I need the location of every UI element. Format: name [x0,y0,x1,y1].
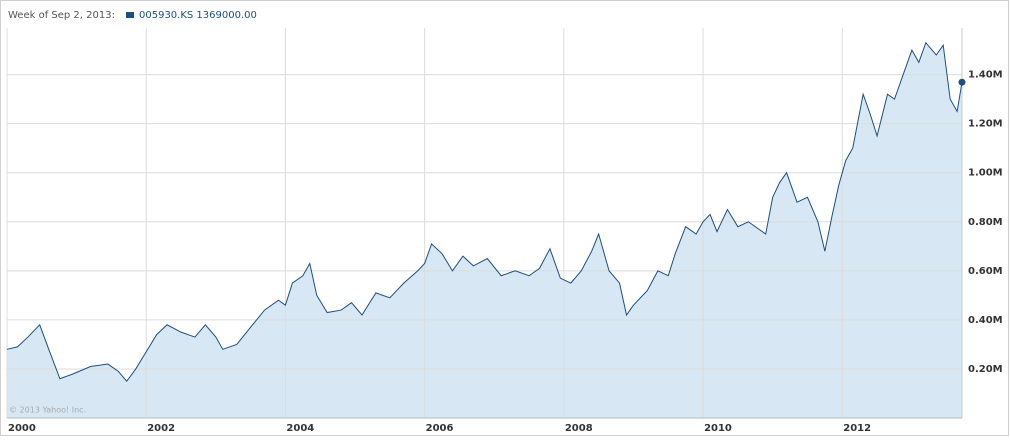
line [6,41,963,383]
y-tick-label: 1.00M [968,168,1003,179]
y-tick-label: 0.20M [968,364,1003,375]
x-tick-label: 2002 [147,423,175,434]
legend-swatch [126,12,134,18]
y-tick-label: 0.60M [968,266,1003,277]
y-tick-label: 1.40M [968,70,1003,81]
x-tick-label: 2000 [8,423,36,434]
x-tick-label: 2006 [426,423,454,434]
x-tick-label: 2004 [286,423,314,434]
x-tick-label: 2008 [565,423,593,434]
y-tick-label: 0.80M [968,217,1003,228]
plot: 2000 2002 2004 2006 2008 2010 2012 0.20M 0.40M 0.… [6,28,1003,434]
y-tick-label: 0.40M [968,315,1003,326]
last-point [958,78,966,86]
x-tick-label: 2012 [843,423,871,434]
x-tick-label: 2010 [704,423,732,434]
area [7,42,962,418]
watermark: © 2013 Yahoo! Inc. [9,406,86,415]
y-tick-label: 1.20M [968,119,1003,130]
legend-entry: 005930.KS 1369000.00 [139,10,257,21]
header: Week of Sep 2, 2013: [8,10,115,21]
